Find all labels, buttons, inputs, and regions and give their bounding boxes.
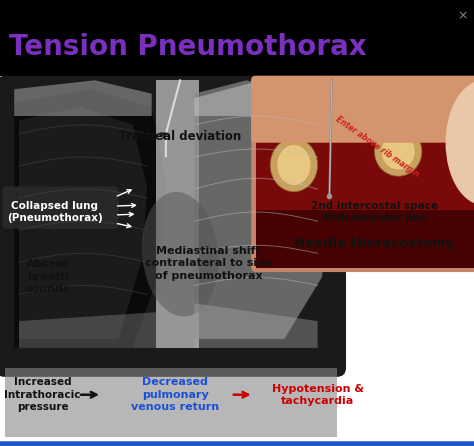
Text: Collapsed lung
(Pneumothorax): Collapsed lung (Pneumothorax) xyxy=(7,201,102,223)
Text: Enter above rib margin: Enter above rib margin xyxy=(334,114,420,178)
Polygon shape xyxy=(194,303,318,348)
Text: 2nd intercostal space
Midclavicular line: 2nd intercostal space Midclavicular line xyxy=(311,201,438,223)
Ellipse shape xyxy=(374,127,422,176)
Ellipse shape xyxy=(270,138,318,192)
Polygon shape xyxy=(156,80,199,348)
Polygon shape xyxy=(19,107,147,339)
Polygon shape xyxy=(19,312,156,348)
FancyBboxPatch shape xyxy=(0,76,346,377)
FancyBboxPatch shape xyxy=(251,76,474,143)
FancyBboxPatch shape xyxy=(2,186,118,229)
Text: Increased
Intrathoracic
pressure: Increased Intrathoracic pressure xyxy=(4,377,81,412)
Polygon shape xyxy=(14,80,152,116)
Text: Tension Pneumothorax: Tension Pneumothorax xyxy=(9,33,367,61)
FancyBboxPatch shape xyxy=(256,210,474,268)
Text: Hypotension &
tachycardia: Hypotension & tachycardia xyxy=(272,384,364,406)
Text: Decreased
pulmonary
venous return: Decreased pulmonary venous return xyxy=(131,377,219,412)
Ellipse shape xyxy=(277,145,310,185)
FancyBboxPatch shape xyxy=(256,134,474,268)
Text: ×: × xyxy=(457,9,467,22)
FancyBboxPatch shape xyxy=(5,368,337,437)
Text: Tracheal deviation: Tracheal deviation xyxy=(119,129,241,143)
Ellipse shape xyxy=(446,80,474,205)
Polygon shape xyxy=(14,89,166,348)
Text: Needle thoracostomy: Needle thoracostomy xyxy=(294,236,455,250)
FancyBboxPatch shape xyxy=(0,0,474,76)
Ellipse shape xyxy=(382,134,415,169)
FancyBboxPatch shape xyxy=(0,76,474,446)
Ellipse shape xyxy=(142,192,219,317)
Polygon shape xyxy=(194,80,322,116)
Text: Absent
breath
sounds: Absent breath sounds xyxy=(25,259,70,294)
Polygon shape xyxy=(194,80,322,339)
FancyBboxPatch shape xyxy=(251,76,474,272)
Text: Mediastinal shift
contralateral to side
of pneumothorax: Mediastinal shift contralateral to side … xyxy=(145,246,272,281)
